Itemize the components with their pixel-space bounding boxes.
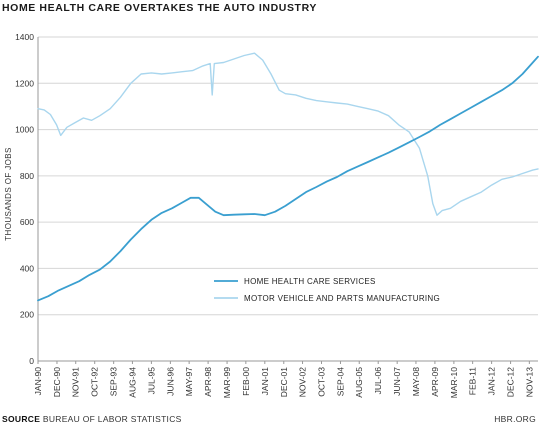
x-tick-label: APR-98 [203, 367, 213, 397]
brand-label: HBR.ORG [494, 414, 536, 424]
x-tick-labels: JAN-90 DEC-90 NOV-91 OCT-92 SEP-93 AUG-94 JUL-… [33, 361, 534, 398]
x-tick-label: FEB-00 [241, 367, 251, 396]
y-tick-label: 400 [20, 263, 34, 273]
x-tick-label: OCT-03 [317, 367, 327, 397]
x-tick-label: AUG-94 [127, 367, 137, 398]
x-tick-label: JUL-06 [373, 367, 383, 395]
source-note: SOURCE BUREAU OF LABOR STATISTICS [2, 414, 182, 424]
x-tick-label: AUG-05 [354, 367, 364, 398]
x-tick-label: FEB-11 [468, 367, 478, 395]
x-tick-label: MAY-08 [411, 367, 421, 397]
legend-label: HOME HEALTH CARE SERVICES [244, 277, 376, 286]
y-tick-labels: 0 200 400 600 800 1000 1200 1400 [15, 32, 34, 366]
y-tick-label: 0 [29, 356, 34, 366]
x-tick-label: SEP-04 [335, 367, 345, 397]
x-tick-label: DEC-12 [506, 367, 516, 398]
y-tick-label: 600 [20, 217, 34, 227]
x-tick-label: DEC-90 [52, 367, 62, 398]
x-tick-label: JAN-12 [487, 367, 497, 396]
x-tick-label: OCT-92 [90, 367, 100, 397]
x-tick-label: JUL-95 [146, 367, 156, 395]
x-tick-label: MAR-99 [222, 367, 232, 398]
x-tick-label: SEP-93 [109, 367, 119, 397]
x-tick-label: NOV-02 [298, 367, 308, 398]
x-tick-label: MAY-97 [184, 367, 194, 397]
x-tick-label: NOV-91 [71, 367, 81, 398]
x-tick-label: DEC-01 [279, 367, 289, 398]
legend: HOME HEALTH CARE SERVICES MOTOR VEHICLE A… [214, 277, 440, 303]
x-tick-label: APR-09 [430, 367, 440, 397]
x-tick-label: JUN-07 [392, 367, 402, 396]
x-tick-label: JUN-96 [165, 367, 175, 396]
series-lines [37, 52, 539, 302]
y-tick-label: 800 [20, 171, 34, 181]
y-tick-label: 1200 [15, 78, 34, 88]
y-tick-label: 200 [20, 310, 34, 320]
x-tick-label: MAR-10 [449, 367, 459, 398]
source-text: BUREAU OF LABOR STATISTICS [42, 414, 182, 424]
y-axis-label: THOUSANDS OF JOBS [4, 147, 13, 240]
axes [37, 37, 538, 362]
x-tick-label: NOV-13 [524, 367, 534, 398]
x-tick-label: JAN-90 [33, 367, 43, 396]
series-line-home-health-care [37, 55, 539, 302]
chart-title: HOME HEALTH CARE OVERTAKES THE AUTO INDU… [2, 2, 317, 14]
y-tick-label: 1000 [15, 125, 34, 135]
series-line-motor-vehicle [37, 52, 539, 216]
y-tick-label: 1400 [15, 32, 34, 42]
source-label: SOURCE [2, 414, 41, 424]
gridlines [38, 36, 538, 316]
x-tick-label: JAN-01 [260, 367, 270, 396]
legend-label: MOTOR VEHICLE AND PARTS MANUFACTURING [244, 294, 440, 303]
